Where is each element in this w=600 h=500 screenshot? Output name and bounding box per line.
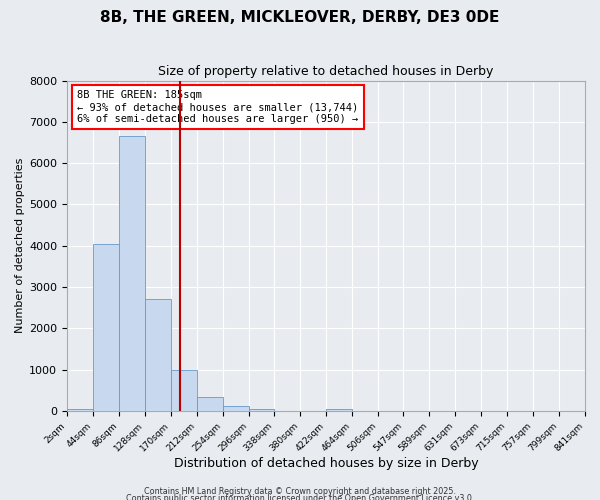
Bar [197, 396, 223, 411]
Bar [119, 136, 145, 411]
Text: 8B, THE GREEN, MICKLEOVER, DERBY, DE3 0DE: 8B, THE GREEN, MICKLEOVER, DERBY, DE3 0D… [100, 10, 500, 25]
Bar [145, 300, 171, 411]
Bar [67, 409, 93, 411]
Bar [93, 244, 119, 411]
X-axis label: Distribution of detached houses by size in Derby: Distribution of detached houses by size … [173, 457, 478, 470]
Bar [326, 409, 352, 411]
Title: Size of property relative to detached houses in Derby: Size of property relative to detached ho… [158, 65, 494, 78]
Text: Contains public sector information licensed under the Open Government Licence v3: Contains public sector information licen… [126, 494, 474, 500]
Text: 8B THE GREEN: 185sqm
← 93% of detached houses are smaller (13,744)
6% of semi-de: 8B THE GREEN: 185sqm ← 93% of detached h… [77, 90, 359, 124]
Text: Contains HM Land Registry data © Crown copyright and database right 2025.: Contains HM Land Registry data © Crown c… [144, 487, 456, 496]
Y-axis label: Number of detached properties: Number of detached properties [15, 158, 25, 334]
Bar [248, 409, 274, 411]
Bar [223, 406, 248, 411]
Bar [171, 370, 197, 411]
